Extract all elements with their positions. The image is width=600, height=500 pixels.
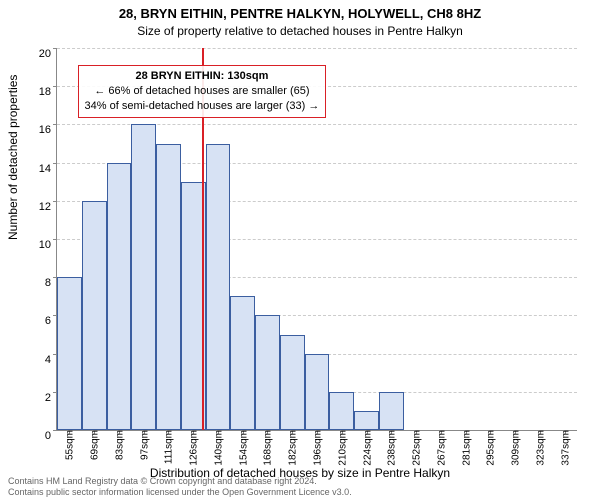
histogram-bar	[379, 392, 404, 430]
x-tick-label: 252sqm	[412, 430, 423, 466]
histogram-bar	[131, 124, 156, 430]
gridline	[57, 48, 577, 49]
y-tick-label: 20	[39, 48, 57, 60]
x-tick-label: 55sqm	[65, 430, 76, 460]
histogram-bar	[156, 144, 181, 431]
footer-line2: Contains public sector information licen…	[8, 487, 352, 498]
histogram-bar	[206, 144, 231, 431]
y-tick-label: 10	[39, 239, 57, 251]
annotation-line2: ← 66% of detached houses are smaller (65…	[85, 84, 320, 99]
histogram-bar	[57, 277, 82, 430]
annotation-line1: 28 BRYN EITHIN: 130sqm	[85, 69, 320, 84]
annotation-box: 28 BRYN EITHIN: 130sqm← 66% of detached …	[78, 65, 327, 118]
y-tick-label: 18	[39, 86, 57, 98]
plot-area: 0246810121416182055sqm69sqm83sqm97sqm111…	[56, 48, 577, 431]
x-tick-label: 140sqm	[214, 430, 225, 466]
x-tick-label: 196sqm	[313, 430, 324, 466]
histogram-bar	[354, 411, 379, 430]
y-tick-label: 6	[45, 315, 57, 327]
histogram-bar	[255, 315, 280, 430]
x-tick-label: 69sqm	[90, 430, 101, 460]
y-tick-label: 14	[39, 163, 57, 175]
histogram-bar	[230, 296, 255, 430]
x-tick-label: 83sqm	[114, 430, 125, 460]
y-tick-label: 8	[45, 277, 57, 289]
y-tick-label: 4	[45, 354, 57, 366]
y-axis-label: Number of detached properties	[6, 75, 20, 240]
histogram-bar	[280, 335, 305, 431]
x-tick-label: 309sqm	[511, 430, 522, 466]
y-tick-label: 16	[39, 124, 57, 136]
annotation-line3: 34% of semi-detached houses are larger (…	[85, 99, 320, 114]
chart-supertitle: 28, BRYN EITHIN, PENTRE HALKYN, HOLYWELL…	[0, 6, 600, 21]
x-tick-label: 238sqm	[387, 430, 398, 466]
x-tick-label: 182sqm	[288, 430, 299, 466]
chart-title: Size of property relative to detached ho…	[0, 24, 600, 38]
y-tick-label: 0	[45, 430, 57, 442]
x-tick-label: 267sqm	[436, 430, 447, 466]
x-tick-label: 323sqm	[535, 430, 546, 466]
x-tick-label: 111sqm	[164, 430, 175, 464]
x-tick-label: 126sqm	[189, 430, 200, 466]
y-tick-mark	[53, 430, 57, 431]
histogram-bar	[329, 392, 354, 430]
x-tick-label: 168sqm	[263, 430, 274, 466]
x-tick-label: 337sqm	[560, 430, 571, 466]
y-tick-label: 2	[45, 392, 57, 404]
histogram-bar	[107, 163, 132, 430]
footer-attribution: Contains HM Land Registry data © Crown c…	[8, 476, 352, 498]
x-tick-label: 210sqm	[337, 430, 348, 466]
footer-line1: Contains HM Land Registry data © Crown c…	[8, 476, 352, 487]
x-tick-label: 97sqm	[139, 430, 150, 460]
x-tick-label: 154sqm	[238, 430, 249, 466]
histogram-bar	[82, 201, 107, 430]
histogram-bar	[305, 354, 330, 430]
x-tick-label: 281sqm	[461, 430, 472, 466]
x-tick-label: 224sqm	[362, 430, 373, 466]
x-tick-label: 295sqm	[486, 430, 497, 466]
y-tick-label: 12	[39, 201, 57, 213]
